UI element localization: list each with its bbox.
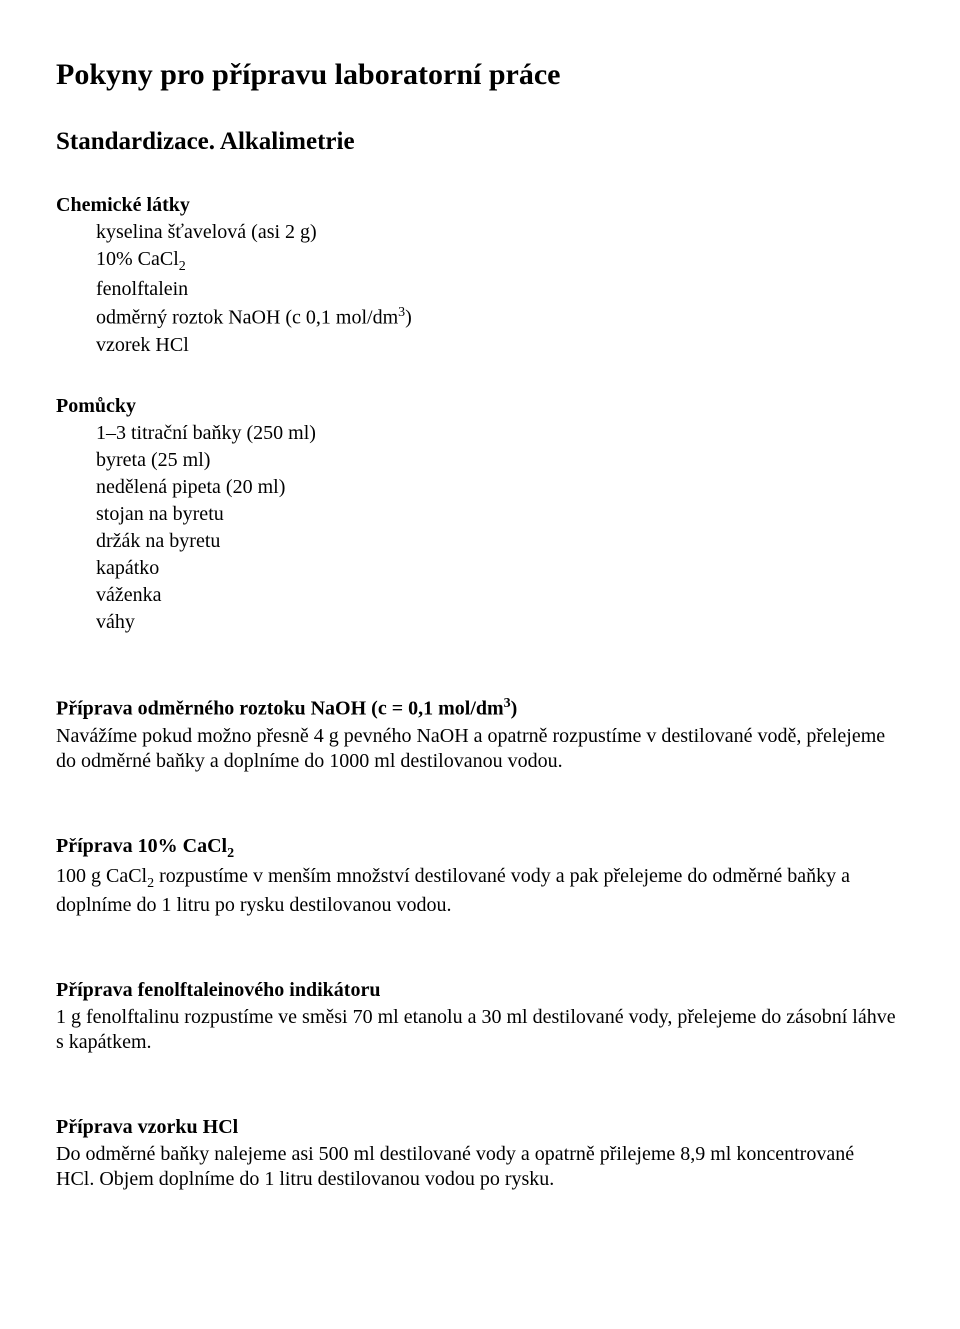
fenol-heading: Příprava fenolftaleinového indikátoru: [56, 978, 896, 1003]
chemicals-heading: Chemické látky: [56, 193, 896, 218]
naoh-heading: Příprava odměrného roztoku NaOH (c = 0,1…: [56, 695, 896, 722]
cacl2-section: Příprava 10% CaCl2 100 g CaCl2 rozpustím…: [56, 834, 896, 918]
list-item: kapátko: [96, 556, 896, 581]
naoh-section: Příprava odměrného roztoku NaOH (c = 0,1…: [56, 695, 896, 774]
list-item: byreta (25 ml): [96, 448, 896, 473]
hcl-heading: Příprava vzorku HCl: [56, 1115, 896, 1140]
cacl2-heading: Příprava 10% CaCl2: [56, 834, 896, 863]
list-item: držák na byretu: [96, 529, 896, 554]
subtitle: Standardizace. Alkalimetrie: [56, 126, 896, 157]
list-item: odměrný roztok NaOH (c 0,1 mol/dm3): [96, 304, 896, 331]
fenol-section: Příprava fenolftaleinového indikátoru 1 …: [56, 978, 896, 1055]
hcl-section: Příprava vzorku HCl Do odměrné baňky nal…: [56, 1115, 896, 1192]
list-item: stojan na byretu: [96, 502, 896, 527]
list-item: vzorek HCl: [96, 333, 896, 358]
list-item: váhy: [96, 610, 896, 635]
tools-heading: Pomůcky: [56, 394, 896, 419]
list-item: nedělená pipeta (20 ml): [96, 475, 896, 500]
list-item: 1–3 titrační baňky (250 ml): [96, 421, 896, 446]
fenol-body: 1 g fenolftalinu rozpustíme ve směsi 70 …: [56, 1005, 896, 1055]
list-item: 10% CaCl2: [96, 247, 896, 276]
tools-section: Pomůcky 1–3 titrační baňky (250 ml)byret…: [56, 394, 896, 635]
cacl2-body: 100 g CaCl2 rozpustíme v menším množství…: [56, 864, 896, 918]
tools-list: 1–3 titrační baňky (250 ml)byreta (25 ml…: [96, 421, 896, 635]
chemicals-section: Chemické látky kyselina šťavelová (asi 2…: [56, 193, 896, 358]
list-item: fenolftalein: [96, 277, 896, 302]
naoh-body: Navážíme pokud možno přesně 4 g pevného …: [56, 724, 896, 774]
list-item: kyselina šťavelová (asi 2 g): [96, 220, 896, 245]
chemicals-list: kyselina šťavelová (asi 2 g)10% CaCl2fen…: [96, 220, 896, 358]
page-title: Pokyny pro přípravu laboratorní práce: [56, 56, 896, 94]
list-item: váženka: [96, 583, 896, 608]
hcl-body: Do odměrné baňky nalejeme asi 500 ml des…: [56, 1142, 896, 1192]
